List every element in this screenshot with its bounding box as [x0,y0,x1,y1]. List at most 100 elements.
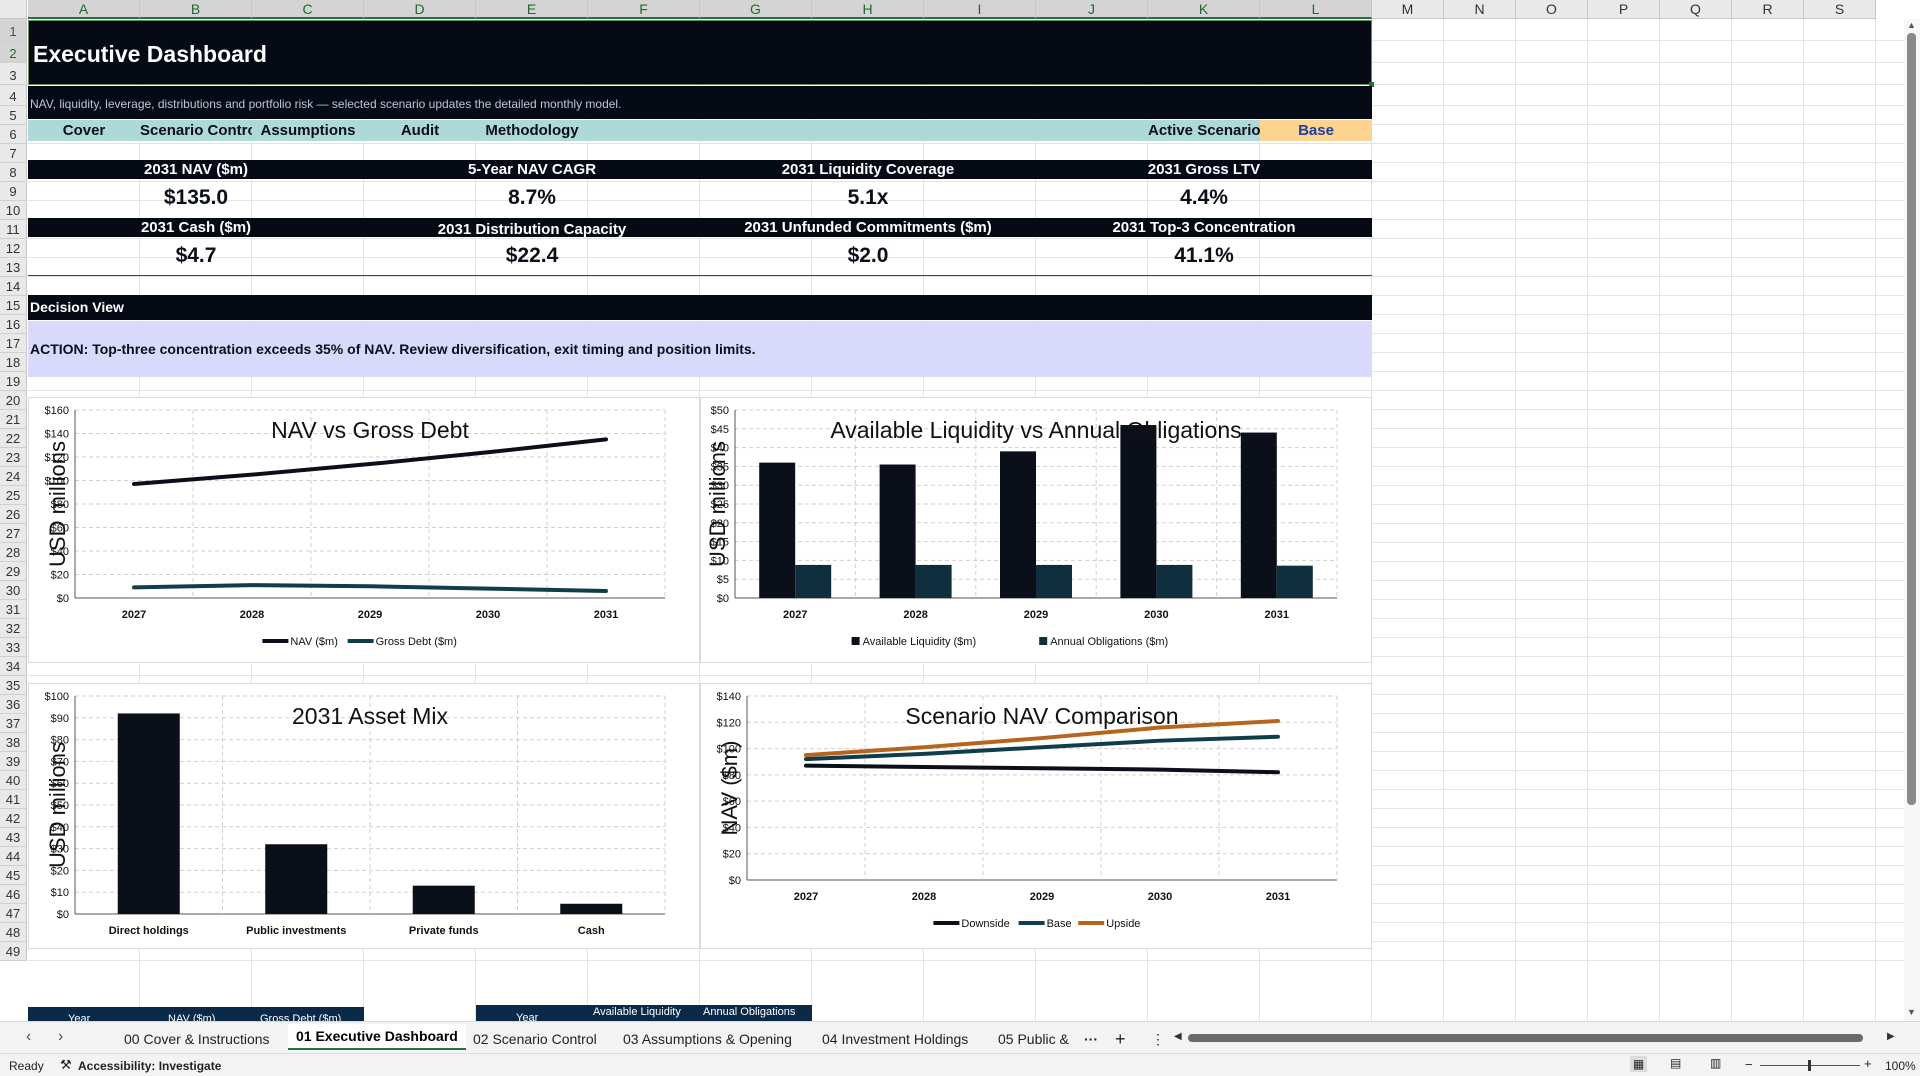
column-header[interactable]: H [812,0,924,19]
tab-more-icon[interactable]: ··· [1084,1031,1098,1047]
row-header[interactable]: 19 [0,372,27,391]
normal-view-icon[interactable]: ▦ [1630,1056,1647,1072]
row-header[interactable]: 41 [0,790,27,809]
add-sheet-icon[interactable]: + [1115,1029,1126,1049]
row-header[interactable]: 5 [0,106,27,125]
horizontal-scroll-thumb[interactable] [1188,1034,1863,1042]
column-header[interactable]: L [1260,0,1372,19]
row-header[interactable]: 2 [0,41,27,63]
nav-audit-button[interactable]: Audit [400,122,440,139]
column-header[interactable]: S [1804,0,1876,19]
row-header[interactable]: 28 [0,543,27,562]
row-header[interactable]: 43 [0,828,27,847]
row-header[interactable]: 39 [0,752,27,771]
row-header[interactable]: 26 [0,505,27,524]
scroll-down-icon[interactable]: ▼ [1907,1007,1916,1017]
zoom-out-icon[interactable]: − [1745,1057,1753,1072]
nav-cover-button[interactable]: Cover [62,122,106,139]
chart-scenario-nav-comparison[interactable]: $0 $20 $40 $60 $80 $100 $120 $140 2027 2028 2029 20… [700,683,1372,949]
row-header[interactable]: 16 [0,315,27,334]
row-header[interactable]: 12 [0,239,27,258]
tab-investment-holdings[interactable]: 04 Investment Holdings [822,1031,969,1047]
nav-methodology-button[interactable]: Methodology [485,122,579,139]
row-header[interactable]: 46 [0,885,27,904]
row-header[interactable]: 42 [0,809,27,828]
row-header[interactable]: 9 [0,182,27,201]
column-header[interactable]: K [1148,0,1260,19]
row-header[interactable]: 15 [0,296,27,315]
row-header[interactable]: 23 [0,448,27,467]
zoom-slider-thumb[interactable] [1808,1060,1811,1071]
column-header[interactable]: J [1036,0,1148,19]
column-header[interactable]: E [476,0,588,19]
row-header[interactable]: 29 [0,562,27,581]
row-header[interactable]: 7 [0,144,27,163]
title-banner[interactable]: Executive Dashboard [28,20,1372,85]
column-header[interactable]: R [1732,0,1804,19]
scroll-up-icon[interactable]: ▲ [1907,20,1916,30]
chart-asset-mix[interactable]: $0 $10 $20 $30 $40 $50 $60 $70 $80 $90 $100 Direct … [28,683,700,949]
tab-scenario-control[interactable]: 02 Scenario Control [473,1031,597,1047]
row-header[interactable]: 14 [0,277,27,296]
column-header[interactable]: G [700,0,812,19]
column-header[interactable]: C [252,0,364,19]
column-header[interactable]: Q [1660,0,1732,19]
h-scroll-right-icon[interactable]: ▶ [1887,1031,1895,1042]
column-header[interactable]: B [140,0,252,19]
tab-cover-instructions[interactable]: 00 Cover & Instructions [124,1031,270,1047]
row-header[interactable]: 44 [0,847,27,866]
column-header[interactable]: P [1588,0,1660,19]
row-header[interactable]: 18 [0,353,27,372]
row-header[interactable]: 8 [0,163,27,182]
chart-nav-vs-gross-debt[interactable]: $0 $20 $40 $60 $80 $100 $120 $140 $160 2027 2028 20… [28,397,700,663]
row-header[interactable]: 25 [0,486,27,505]
zoom-level[interactable]: 100% [1885,1059,1916,1073]
row-header[interactable]: 49 [0,942,27,961]
row-header[interactable]: 36 [0,695,27,714]
row-header[interactable]: 3 [0,63,27,85]
row-header[interactable]: 21 [0,410,27,429]
row-header[interactable]: 45 [0,866,27,885]
accessibility-icon[interactable]: ⚒ [60,1057,72,1072]
row-header[interactable]: 13 [0,258,27,277]
row-header[interactable]: 35 [0,676,27,695]
row-header[interactable]: 4 [0,85,27,106]
row-header[interactable]: 10 [0,201,27,220]
row-header[interactable]: 31 [0,600,27,619]
nav-assumptions-button[interactable]: Assumptions [260,122,356,139]
row-header[interactable]: 37 [0,714,27,733]
h-scroll-left-icon[interactable]: ◀ [1174,1031,1182,1042]
row-header[interactable]: 48 [0,923,27,942]
row-header[interactable]: 47 [0,904,27,923]
nav-scenario-control-button[interactable]: Scenario Contro [140,122,252,139]
column-header[interactable]: D [364,0,476,19]
zoom-slider[interactable] [1760,1060,1860,1071]
zoom-in-icon[interactable]: + [1864,1056,1872,1071]
column-header[interactable]: O [1516,0,1588,19]
row-header[interactable]: 11 [0,220,27,239]
page-break-view-icon[interactable]: ▥ [1710,1056,1722,1070]
tab-scroll-left-icon[interactable]: ‹ [26,1028,32,1045]
active-scenario-value[interactable]: Base [1260,120,1372,141]
vertical-scrollbar[interactable]: ▲ ▼ [1904,19,1920,1021]
tab-public[interactable]: 05 Public & [998,1031,1069,1047]
row-header[interactable]: 1 [0,19,27,41]
row-header[interactable]: 40 [0,771,27,790]
column-header[interactable]: M [1372,0,1444,19]
row-header[interactable]: 20 [0,391,27,410]
row-header[interactable]: 24 [0,467,27,486]
column-header[interactable]: N [1444,0,1516,19]
row-header[interactable]: 22 [0,429,27,448]
row-header[interactable]: 17 [0,334,27,353]
column-header[interactable]: F [588,0,700,19]
row-header[interactable]: 33 [0,638,27,657]
page-layout-view-icon[interactable]: ▤ [1670,1056,1682,1070]
column-header[interactable]: A [28,0,140,19]
tab-menu-icon[interactable]: ⋮ [1151,1031,1165,1047]
tab-assumptions-opening[interactable]: 03 Assumptions & Opening [623,1031,792,1047]
selection-handle[interactable] [1369,82,1374,87]
row-header[interactable]: 6 [0,125,27,144]
chart-liquidity-vs-obligations[interactable]: $0 $5 $10 $15 $20 $25 $30 $35 $40 $45 $50 2027 2028 2… [700,397,1372,663]
vertical-scroll-thumb[interactable] [1907,33,1916,805]
tab-scroll-right-icon[interactable]: › [58,1028,64,1045]
